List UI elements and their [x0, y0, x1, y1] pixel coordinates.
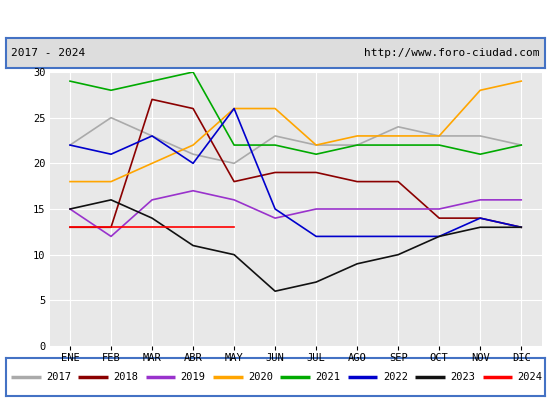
- Text: 2022: 2022: [383, 372, 408, 382]
- Text: 2021: 2021: [315, 372, 340, 382]
- Text: 2023: 2023: [450, 372, 475, 382]
- Text: 2020: 2020: [248, 372, 273, 382]
- Text: 2019: 2019: [180, 372, 206, 382]
- Text: 2017: 2017: [46, 372, 71, 382]
- Text: 2018: 2018: [113, 372, 138, 382]
- Text: http://www.foro-ciudad.com: http://www.foro-ciudad.com: [364, 48, 539, 58]
- Text: Evolucion del paro registrado en Villalmanzo: Evolucion del paro registrado en Villalm…: [91, 11, 459, 25]
- Text: 2017 - 2024: 2017 - 2024: [11, 48, 85, 58]
- Text: 2024: 2024: [518, 372, 542, 382]
